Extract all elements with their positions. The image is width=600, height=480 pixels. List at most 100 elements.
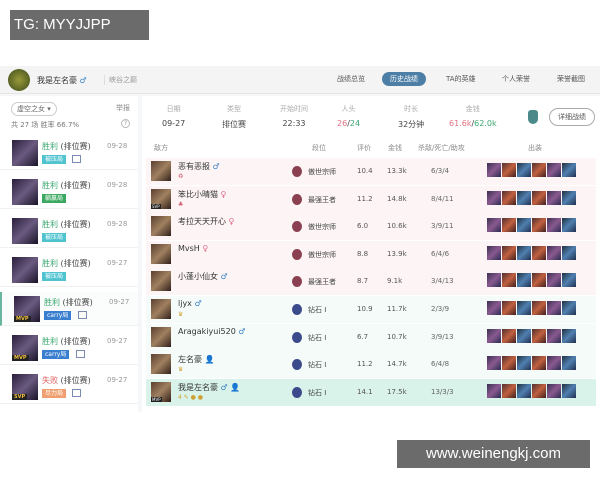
item-icon[interactable] — [517, 273, 531, 288]
match-list-item[interactable]: 胜利 (排位赛) 09-28 被压局 — [0, 136, 138, 170]
item-icon[interactable] — [547, 301, 561, 315]
item-icon[interactable] — [502, 356, 516, 371]
player-row[interactable]: ljyx ♂ ♛ 钻石 I 10.9 11.7k 2/3/9 — [146, 296, 596, 323]
match-list-item[interactable]: MVP 胜利 (排位赛) 09-27 carry局 — [0, 292, 138, 326]
item-icon[interactable] — [547, 356, 561, 371]
player-name[interactable]: 考拉天天开心 ♀ — [178, 217, 235, 227]
tab-honors[interactable]: 个人荣誉 — [502, 75, 530, 83]
tab-screenshots[interactable]: 荣誉截图 — [557, 75, 585, 83]
player-name[interactable]: ljyx ♂ — [178, 299, 202, 308]
item-icon[interactable] — [487, 383, 501, 398]
player-row[interactable]: 左名豪 👤 ♛ 钻石 I 11.2 14.7k 6/4/8 — [146, 351, 596, 379]
match-date: 09-27 — [107, 259, 128, 267]
item-icon[interactable] — [562, 383, 576, 398]
header-items: 出装 — [528, 144, 542, 152]
item-icon[interactable] — [487, 218, 501, 233]
avatar[interactable] — [8, 69, 30, 91]
item-icon[interactable] — [562, 245, 576, 260]
item-icon[interactable] — [502, 163, 516, 177]
player-name[interactable]: 笨比小晴猫 ♀ — [178, 189, 227, 199]
item-icon[interactable] — [517, 245, 531, 260]
item-icon[interactable] — [532, 301, 546, 315]
help-icon[interactable]: ? — [121, 119, 130, 128]
item-icon[interactable] — [517, 218, 531, 233]
report-link[interactable]: 举报 — [116, 104, 130, 112]
item-icon[interactable] — [487, 301, 501, 315]
item-icon[interactable] — [547, 273, 561, 288]
item-icon[interactable] — [547, 383, 561, 398]
item-icon[interactable] — [532, 328, 546, 343]
item-icon[interactable] — [532, 190, 546, 205]
player-name[interactable]: 恶有恶报 ♂ — [178, 162, 220, 171]
item-icon[interactable] — [502, 218, 516, 233]
item-icon[interactable] — [562, 273, 576, 288]
item-icon[interactable] — [502, 273, 516, 288]
match-list-item[interactable]: 胜利 (排位赛) 09-28 被压局 — [0, 214, 138, 248]
item-icon[interactable] — [547, 245, 561, 260]
item-icon[interactable] — [487, 328, 501, 343]
player-name[interactable]: 左名豪 👤 — [178, 355, 215, 365]
tab-overview[interactable]: 战绩总览 — [337, 75, 365, 83]
item-icon[interactable] — [547, 328, 561, 343]
hero-filter-dropdown[interactable]: 虚空之女 ▾ — [11, 102, 57, 116]
item-icon[interactable] — [532, 218, 546, 233]
item-icon[interactable] — [517, 356, 531, 371]
item-icon[interactable] — [547, 190, 561, 205]
player-name[interactable]: 我是左名豪 ♂ 👤 — [178, 382, 241, 392]
player-row[interactable]: 恶有恶报 ♂ ♻ 傲世宗师 10.4 13.3k 6/3/4 — [146, 158, 596, 185]
match-list-item[interactable]: MVP 胜利 (排位赛) 09-27 carry局 — [0, 331, 138, 365]
match-result: 胜利 (排位赛) — [42, 259, 91, 268]
player-row[interactable]: Aragakiyui520 ♂ 钻石 I 6.7 10.7k 3/9/13 — [146, 323, 596, 351]
match-list-item[interactable]: 胜利 (排位赛) 09-28 躺赢局 — [0, 175, 138, 209]
item-icon[interactable] — [487, 245, 501, 260]
item-icon[interactable] — [562, 190, 576, 205]
item-icon[interactable] — [502, 383, 516, 398]
item-icon[interactable] — [517, 328, 531, 343]
picture-icon[interactable] — [76, 350, 85, 358]
player-row[interactable]: MvsH ♀ 傲世宗师 8.8 13.9k 6/4/6 — [146, 240, 596, 268]
item-icon[interactable] — [487, 356, 501, 371]
tab-heroes[interactable]: TA的英雄 — [446, 75, 476, 83]
item-icon[interactable] — [502, 301, 516, 315]
item-icon[interactable] — [487, 190, 501, 205]
item-icon[interactable] — [532, 383, 546, 398]
player-row[interactable]: 考拉天天开心 ♀ 傲世宗师 6.0 10.6k 3/9/11 — [146, 213, 596, 241]
match-list-item[interactable]: SVP 失败 (排位赛) 09-27 尽力局 — [0, 370, 138, 404]
share-icon[interactable] — [528, 110, 538, 124]
item-icon[interactable] — [487, 163, 501, 177]
item-icon[interactable] — [502, 245, 516, 260]
item-icon[interactable] — [547, 163, 561, 177]
player-row[interactable]: MVP 我是左名豪 ♂ 👤 4 ✎ ● ● 钻石 I 14.1 17.5k 13… — [146, 378, 596, 406]
item-icon[interactable] — [532, 245, 546, 260]
score: 14.1 — [357, 387, 373, 396]
item-icon[interactable] — [532, 163, 546, 177]
player-name[interactable]: MvsH ♀ — [178, 243, 209, 253]
player-row[interactable]: 小蓬小仙女 ♂ 最强王者 8.7 9.1k 3/4/13 — [146, 268, 596, 296]
item-icon[interactable] — [547, 218, 561, 233]
picture-icon[interactable] — [78, 311, 87, 319]
item-icon[interactable] — [502, 190, 516, 205]
detail-button[interactable]: 详细战绩 — [549, 108, 595, 126]
tab-history[interactable]: 历史战绩 — [382, 72, 426, 86]
item-icon[interactable] — [532, 273, 546, 288]
item-icon[interactable] — [487, 273, 501, 288]
match-list-item[interactable]: 胜利 (排位赛) 09-27 被压局 — [0, 253, 138, 287]
item-icon[interactable] — [562, 301, 576, 315]
item-icon[interactable] — [562, 328, 576, 343]
item-icon[interactable] — [502, 328, 516, 343]
item-icon[interactable] — [562, 218, 576, 233]
match-date: 09-28 — [107, 220, 128, 228]
item-icon[interactable] — [517, 190, 531, 205]
item-icon[interactable] — [532, 356, 546, 371]
item-icon[interactable] — [562, 163, 576, 177]
item-icon[interactable] — [517, 383, 531, 398]
player-name[interactable]: 小蓬小仙女 ♂ — [178, 272, 228, 282]
item-icon[interactable] — [517, 301, 531, 315]
gender-icon: ♂ — [220, 272, 228, 282]
player-name[interactable]: Aragakiyui520 ♂ — [178, 326, 246, 336]
picture-icon[interactable] — [72, 389, 81, 397]
item-icon[interactable] — [562, 356, 576, 371]
picture-icon[interactable] — [72, 155, 81, 163]
player-row[interactable]: SVP 笨比小晴猫 ♀ ♣ 最强王者 11.2 14.8k 8/4/11 — [146, 185, 596, 213]
item-icon[interactable] — [517, 163, 531, 177]
